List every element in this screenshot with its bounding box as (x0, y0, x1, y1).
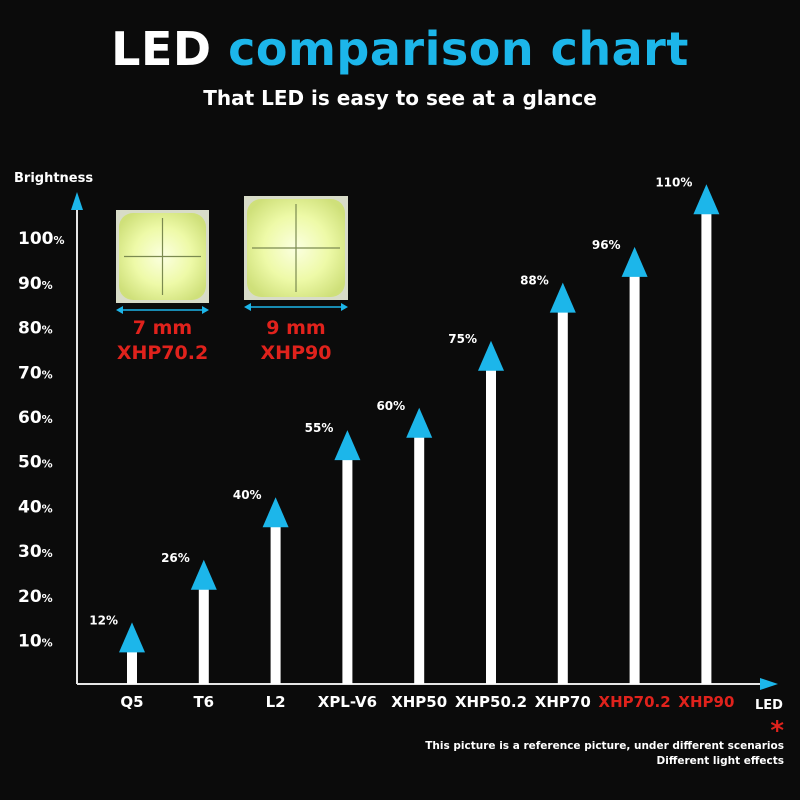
y-axis-label: Brightness (14, 171, 93, 186)
footnote-line-2: Different light effects (656, 755, 785, 767)
x-tick-label: XHP50 (391, 693, 447, 711)
led-chip-image: 7 mm XHP70.2 (116, 210, 209, 364)
x-tick-label: XHP70.2 (599, 693, 671, 711)
bar (270, 523, 281, 684)
bar-arrowhead (621, 246, 648, 277)
y-tick-label: 60% (18, 408, 53, 428)
bar (127, 648, 137, 684)
y-tick-label: 20% (18, 587, 53, 607)
dimension-arrow-left (116, 306, 123, 314)
chip-size-label: 7 mm (133, 317, 192, 339)
dimension-arrow-right (341, 303, 348, 311)
bar (198, 585, 209, 684)
data-label: 40% (233, 488, 262, 502)
data-label: 88% (520, 274, 549, 288)
page-subtitle: That LED is easy to see at a glance (203, 86, 597, 110)
data-label: 75% (448, 332, 477, 346)
bar-arrowhead (334, 430, 361, 461)
bar-arrowhead (478, 340, 504, 371)
data-label: 110% (655, 175, 692, 189)
x-tick-label: T6 (193, 693, 214, 711)
data-label: 96% (592, 238, 621, 252)
title-part-comparison: comparison chart (228, 22, 689, 76)
x-tick-label: XHP70 (535, 693, 591, 711)
bar (414, 433, 425, 684)
x-axis-arrow (760, 678, 778, 690)
bar-arrowhead (693, 184, 720, 215)
bar-arrowhead (119, 622, 145, 653)
footnote-line-1: This picture is a reference picture, und… (425, 740, 784, 752)
bar-arrowhead (406, 407, 433, 438)
data-label: 60% (376, 399, 405, 413)
x-tick-label: Q5 (120, 693, 143, 711)
y-tick-label: 90% (18, 274, 53, 294)
dimension-arrow-left (244, 303, 251, 311)
bar (342, 456, 353, 684)
x-axis-label: LED (755, 698, 783, 713)
bar-arrowhead (190, 559, 217, 590)
y-tick-label: 80% (18, 319, 53, 339)
x-tick-label: XHP90 (678, 693, 734, 711)
data-label: 12% (89, 613, 118, 627)
data-label: 26% (161, 551, 190, 565)
bar (701, 210, 712, 685)
x-tick-label: XPL-V6 (318, 693, 377, 711)
page-title: LED comparison chart (0, 22, 800, 76)
chip-model-label: XHP90 (261, 342, 332, 364)
y-axis-arrow (71, 192, 83, 210)
y-tick-label: 40% (18, 497, 53, 517)
data-label: 55% (305, 421, 334, 435)
y-tick-label: 100% (18, 229, 65, 249)
bar (629, 272, 640, 684)
chip-size-label: 9 mm (266, 317, 325, 339)
x-tick-label: L2 (266, 693, 286, 711)
footnote-marker: * (770, 716, 784, 746)
bar-arrowhead (262, 497, 289, 528)
bar (486, 366, 496, 684)
x-tick-label: XHP50.2 (455, 693, 527, 711)
bar (557, 308, 568, 684)
bar-arrowhead (549, 282, 576, 313)
dimension-arrow-right (202, 306, 209, 314)
title-part-led: LED (111, 22, 212, 76)
led-chip-image: 9 mm XHP90 (244, 196, 348, 364)
y-tick-label: 10% (18, 632, 53, 652)
y-tick-label: 50% (18, 453, 53, 473)
y-tick-label: 30% (18, 542, 53, 562)
chip-model-label: XHP70.2 (117, 342, 208, 364)
y-tick-label: 70% (18, 363, 53, 383)
